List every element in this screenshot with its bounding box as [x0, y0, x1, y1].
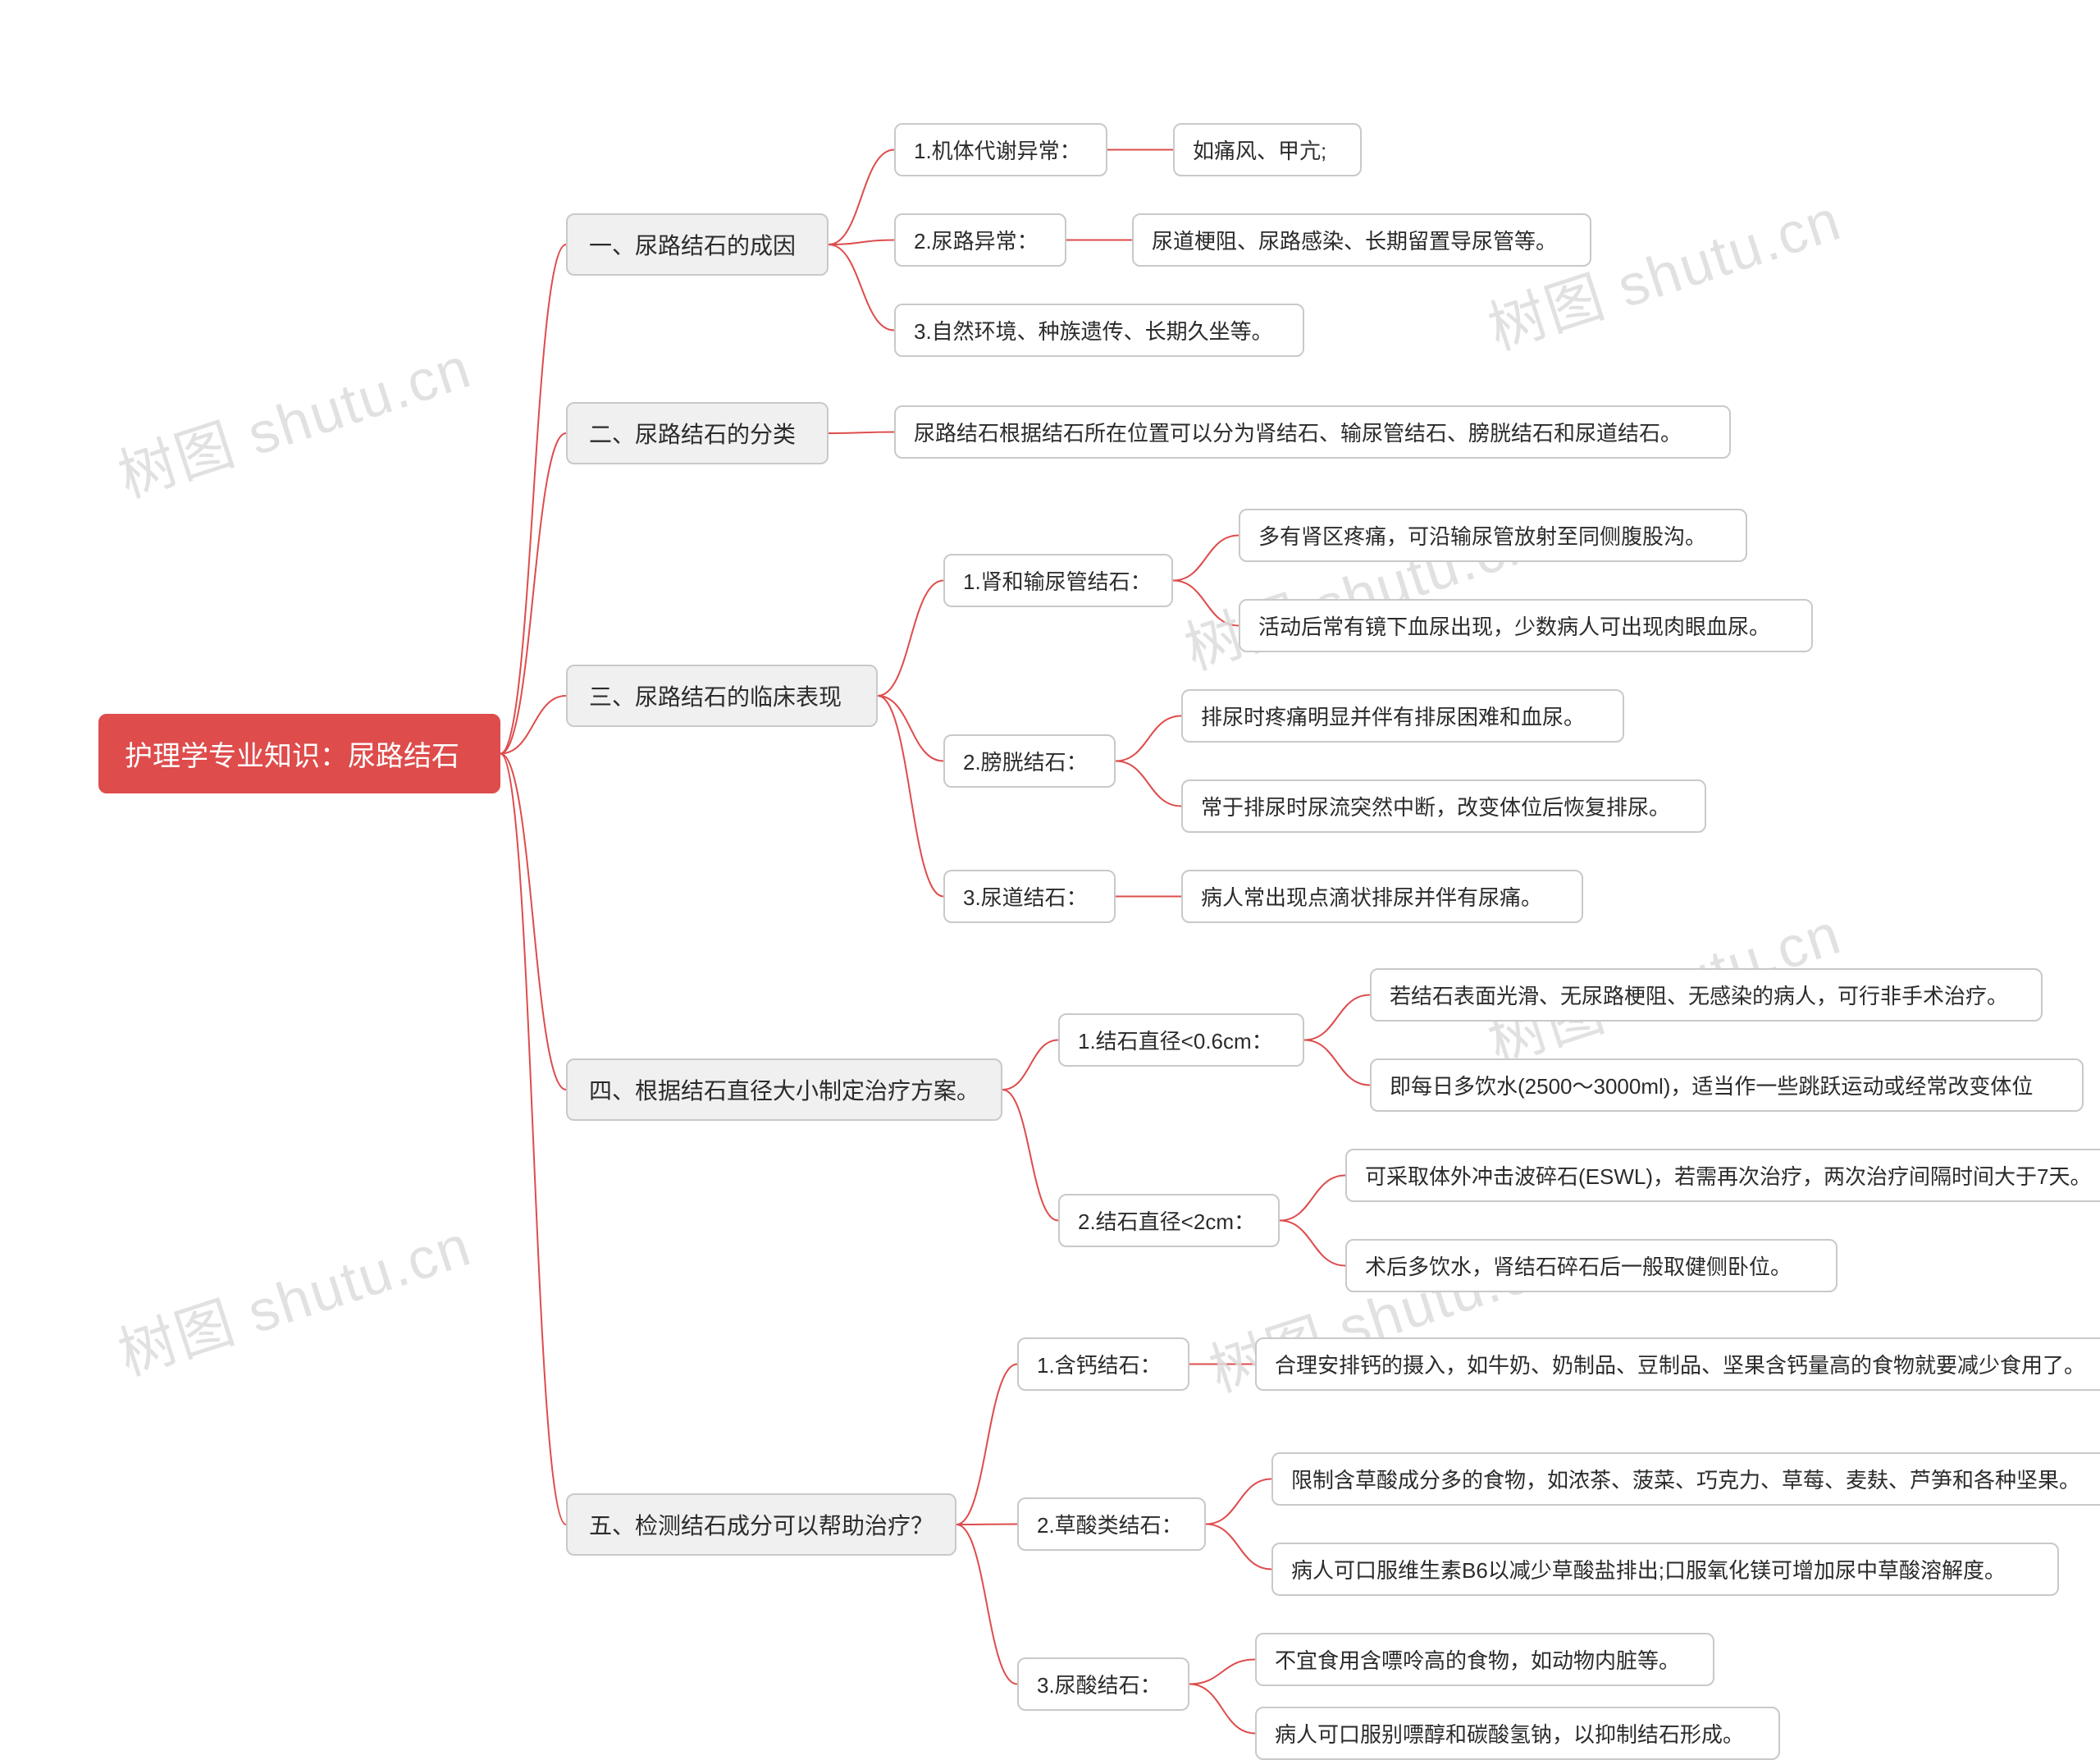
branch-5-child-3-leaf-2: 病人可口服别嘌醇和碳酸氢钠，以抑制结石形成。 [1255, 1707, 1780, 1760]
branch-1-child-3: 3.自然环境、种族遗传、长期久坐等。 [894, 304, 1304, 357]
branch-4-child-1-leaf-2: 即每日多饮水(2500～3000ml)，适当作一些跳跃运动或经常改变体位 [1370, 1058, 2084, 1112]
branch-1-child-1-leaf-1: 如痛风、甲亢; [1173, 123, 1362, 176]
branch-5-child-2-leaf-1: 限制含草酸成分多的食物，如浓茶、菠菜、巧克力、草莓、麦麸、芦笋和各种坚果。 [1271, 1452, 2100, 1506]
branch-4: 四、根据结石直径大小制定治疗方案。 [566, 1058, 1002, 1121]
branch-1: 一、尿路结石的成因 [566, 213, 829, 276]
branch-5-child-3-leaf-1: 不宜食用含嘌呤高的食物，如动物内脏等。 [1255, 1633, 1714, 1686]
branch-3-child-2-leaf-1: 排尿时疼痛明显并伴有排尿困难和血尿。 [1181, 689, 1624, 743]
branch-5: 五、检测结石成分可以帮助治疗？ [566, 1493, 956, 1556]
branch-3-child-3-leaf-1: 病人常出现点滴状排尿并伴有尿痛。 [1181, 870, 1583, 923]
branch-4-child-2-leaf-2: 术后多饮水，肾结石碎石后一般取健侧卧位。 [1345, 1239, 1838, 1292]
branch-5-child-3: 3.尿酸结石： [1017, 1657, 1189, 1711]
branch-3-child-2-leaf-2: 常于排尿时尿流突然中断，改变体位后恢复排尿。 [1181, 779, 1706, 833]
mindmap-canvas: 树图 shutu.cn树图 shutu.cn树图 shutu.cn树图 shut… [0, 0, 2100, 1753]
watermark: 树图 shutu.cn [1477, 174, 1850, 366]
branch-3-child-3: 3.尿道结石： [943, 870, 1116, 923]
branch-5-child-1: 1.含钙结石： [1017, 1337, 1189, 1391]
branch-3-child-1-leaf-1: 多有肾区疼痛，可沿输尿管放射至同侧腹股沟。 [1239, 509, 1747, 562]
branch-5-child-1-leaf-1: 合理安排钙的摄入，如牛奶、奶制品、豆制品、坚果含钙量高的食物就要减少食用了。 [1255, 1337, 2100, 1391]
branch-2-child-1: 尿路结石根据结石所在位置可以分为肾结石、输尿管结石、膀胱结石和尿道结石。 [894, 405, 1731, 459]
branch-3-child-2: 2.膀胱结石： [943, 734, 1116, 788]
branch-5-child-2: 2.草酸类结石： [1017, 1497, 1206, 1551]
branch-1-child-2-leaf-1: 尿道梗阻、尿路感染、长期留置导尿管等。 [1132, 213, 1591, 267]
watermark: 树图 shutu.cn [107, 322, 480, 514]
branch-4-child-1-leaf-1: 若结石表面光滑、无尿路梗阻、无感染的病人，可行非手术治疗。 [1370, 968, 2043, 1022]
branch-3: 三、尿路结石的临床表现 [566, 665, 878, 727]
branch-4-child-2: 2.结石直径<2cm： [1058, 1194, 1280, 1247]
watermark: 树图 shutu.cn [107, 1200, 480, 1392]
branch-5-child-2-leaf-2: 病人可口服维生素B6以减少草酸盐排出;口服氧化镁可增加尿中草酸溶解度。 [1271, 1543, 2059, 1596]
branch-1-child-1: 1.机体代谢异常： [894, 123, 1107, 176]
branch-4-child-1: 1.结石直径<0.6cm： [1058, 1013, 1304, 1067]
root-node: 护理学专业知识：尿路结石 [98, 714, 500, 793]
branch-2: 二、尿路结石的分类 [566, 402, 829, 464]
branch-3-child-1-leaf-2: 活动后常有镜下血尿出现，少数病人可出现肉眼血尿。 [1239, 599, 1813, 652]
branch-4-child-2-leaf-1: 可采取体外冲击波碎石(ESWL)，若需再次治疗，两次治疗间隔时间大于7天。 [1345, 1149, 2100, 1202]
branch-3-child-1: 1.肾和输尿管结石： [943, 554, 1173, 607]
branch-1-child-2: 2.尿路异常： [894, 213, 1066, 267]
